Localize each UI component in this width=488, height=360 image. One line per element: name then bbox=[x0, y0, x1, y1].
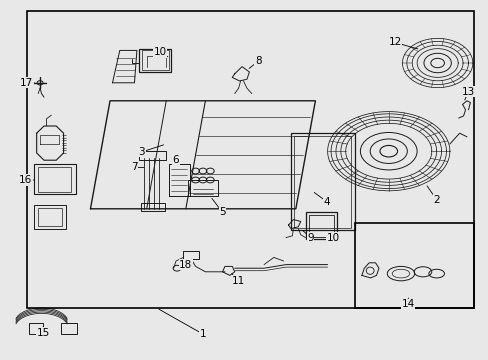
Text: 4: 4 bbox=[323, 197, 329, 207]
Bar bbox=[305, 212, 337, 239]
Text: 9: 9 bbox=[306, 233, 313, 243]
Text: 13: 13 bbox=[461, 87, 474, 97]
Text: 7: 7 bbox=[131, 162, 138, 172]
Text: 14: 14 bbox=[401, 299, 414, 309]
Text: 8: 8 bbox=[254, 56, 261, 66]
Text: 6: 6 bbox=[172, 155, 179, 165]
Bar bbox=[139, 151, 166, 160]
Bar bbox=[141, 203, 165, 211]
Bar bbox=[29, 323, 43, 334]
Bar bbox=[290, 133, 354, 230]
Bar bbox=[139, 49, 171, 72]
Bar bbox=[183, 251, 199, 259]
Bar bbox=[294, 136, 350, 228]
Text: 16: 16 bbox=[19, 175, 32, 185]
Bar bbox=[34, 205, 66, 229]
Text: 2: 2 bbox=[432, 195, 439, 205]
Bar bbox=[34, 164, 76, 194]
Text: 15: 15 bbox=[36, 328, 50, 338]
Bar bbox=[38, 167, 71, 192]
Bar bbox=[308, 215, 333, 237]
Bar bbox=[61, 323, 77, 334]
Text: 12: 12 bbox=[387, 37, 401, 48]
Bar bbox=[142, 50, 168, 70]
Text: 10: 10 bbox=[154, 47, 166, 57]
Text: 18: 18 bbox=[179, 260, 192, 270]
Text: 10: 10 bbox=[326, 233, 339, 243]
Text: 1: 1 bbox=[199, 329, 206, 339]
Text: 17: 17 bbox=[20, 78, 34, 88]
Bar bbox=[354, 223, 473, 308]
Text: 3: 3 bbox=[138, 147, 145, 157]
Text: 11: 11 bbox=[231, 276, 245, 286]
Text: 5: 5 bbox=[219, 207, 225, 217]
Bar bbox=[38, 208, 62, 226]
Bar bbox=[27, 11, 473, 308]
